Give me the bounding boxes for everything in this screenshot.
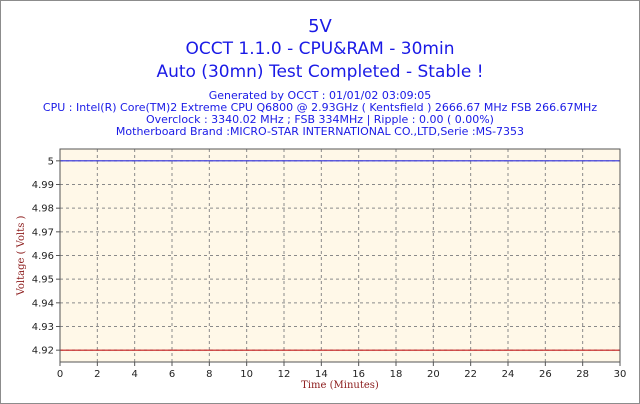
y-tick-label: 4.99 bbox=[32, 180, 54, 191]
x-tick-label: 24 bbox=[502, 369, 515, 380]
x-tick-label: 22 bbox=[464, 369, 477, 380]
x-tick-label: 8 bbox=[206, 369, 212, 380]
x-tick-label: 6 bbox=[169, 369, 175, 380]
x-tick-label: 14 bbox=[315, 369, 328, 380]
info-generated: Generated by OCCT : 01/01/02 03:09:05 bbox=[208, 89, 432, 102]
y-axis-label: Voltage ( Volts ) bbox=[16, 215, 27, 296]
x-tick-label: 12 bbox=[278, 369, 291, 380]
x-tick-label: 28 bbox=[576, 369, 589, 380]
x-tick-label: 20 bbox=[427, 369, 440, 380]
x-tick-label: 0 bbox=[57, 369, 63, 380]
info-overclock: Overclock : 3340.02 MHz ; FSB 334MHz | R… bbox=[146, 113, 494, 126]
info-motherboard: Motherboard Brand :MICRO-STAR INTERNATIO… bbox=[115, 125, 525, 138]
chart-title: 5V bbox=[308, 16, 332, 37]
x-tick-label: 30 bbox=[614, 369, 627, 380]
y-tick-label: 4.97 bbox=[32, 227, 54, 238]
x-axis-label: Time (Minutes) bbox=[301, 380, 379, 391]
y-tick-label: 4.93 bbox=[32, 322, 54, 333]
x-tick-label: 2 bbox=[94, 369, 100, 380]
x-tick-label: 4 bbox=[131, 369, 137, 380]
info-cpu: CPU : Intel(R) Core(TM)2 Extreme CPU Q68… bbox=[42, 101, 598, 114]
x-axis: 0 2 4 6 8 10 12 14 16 18 20 22 24 26 28 30 bbox=[57, 362, 627, 380]
x-tick-label: 18 bbox=[390, 369, 403, 380]
y-tick-label: 4.98 bbox=[32, 204, 54, 215]
chart-subtitle-test-status: Auto (30mn) Test Completed - Stable ! bbox=[156, 62, 484, 82]
series-group bbox=[60, 160, 620, 351]
x-tick-label: 26 bbox=[539, 369, 552, 380]
y-tick-label: 5 bbox=[48, 156, 54, 167]
plot-area bbox=[60, 149, 620, 362]
y-tick-label: 4.96 bbox=[32, 251, 54, 262]
x-tick-label: 10 bbox=[240, 369, 253, 380]
y-tick-label: 4.95 bbox=[32, 275, 54, 286]
y-tick-label: 4.92 bbox=[32, 346, 54, 357]
y-axis: 4.92 4.93 4.94 4.95 4.96 4.97 4.98 4.99 5 bbox=[32, 156, 60, 357]
x-tick-label: 16 bbox=[352, 369, 365, 380]
y-tick-label: 4.94 bbox=[32, 298, 54, 309]
chart-subtitle-test-name: OCCT 1.1.0 - CPU&RAM - 30min bbox=[185, 39, 455, 59]
